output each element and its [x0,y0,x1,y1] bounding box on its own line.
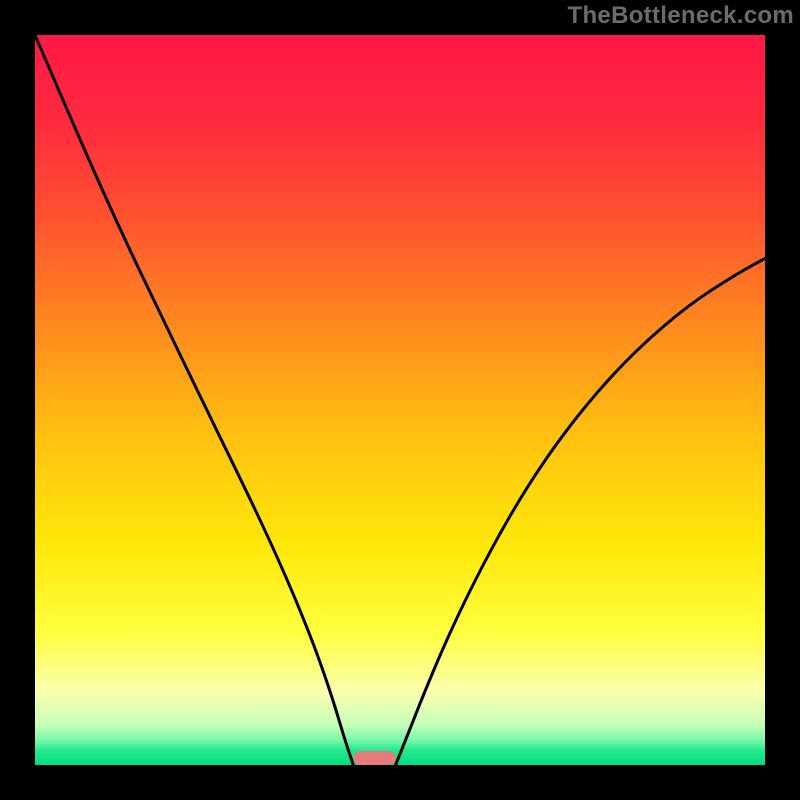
figure-root: TheBottleneck.com [0,0,800,800]
floor-marker [353,751,395,765]
watermark-text: TheBottleneck.com [568,2,794,30]
plot-svg [35,35,765,765]
gradient-panel [35,35,765,765]
plot-area [35,35,765,765]
